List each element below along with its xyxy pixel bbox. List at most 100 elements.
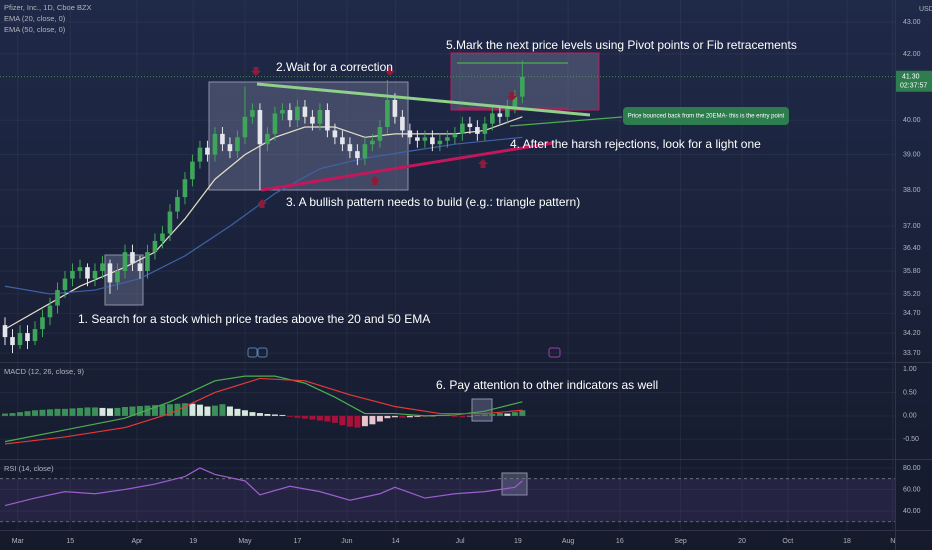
candle-body [220, 133, 225, 145]
candle-body [242, 116, 248, 138]
x-tick-label: Jun [341, 538, 352, 545]
histogram-bar [376, 415, 383, 422]
candle-body [10, 337, 15, 346]
x-tick-label: Oct [782, 538, 793, 545]
histogram-bar [286, 415, 293, 417]
pane-title: MACD (12, 26, close, 9) [4, 367, 85, 376]
histogram-bar [151, 405, 158, 416]
candle-body [265, 133, 270, 145]
histogram-bar [391, 415, 398, 418]
histogram-bar [91, 407, 98, 416]
candle-body [182, 179, 188, 198]
candle-body [370, 140, 375, 145]
candle-body [280, 110, 285, 114]
candle-body [377, 127, 383, 141]
y-tick-label: 35.80 [903, 268, 921, 275]
candle-body [167, 211, 173, 234]
histogram-bar [159, 404, 166, 416]
candle-body [152, 240, 158, 253]
candle-body [407, 130, 413, 138]
x-tick-label: May [238, 538, 252, 545]
histogram-bar [399, 415, 406, 418]
x-tick-label: 18 [843, 538, 851, 545]
histogram-bar [226, 406, 233, 416]
histogram-bar [2, 413, 9, 416]
callout-connector [509, 116, 623, 127]
countdown-label: 02:37:57 [900, 83, 927, 90]
arrow-icon [478, 159, 488, 168]
y-tick-label: -0.50 [903, 436, 919, 443]
indicator-badge [548, 347, 561, 358]
candle-body [467, 123, 473, 128]
histogram-bar [496, 413, 503, 416]
unit-label: USD [919, 6, 932, 13]
candle-body [287, 110, 293, 121]
histogram-bar [346, 415, 353, 427]
candle-body [490, 113, 495, 124]
x-tick-label: N [890, 538, 895, 545]
x-tick-label: 15 [66, 538, 74, 545]
candle-body [347, 144, 353, 152]
histogram-bar [39, 409, 46, 416]
histogram-bar [264, 414, 271, 416]
candle-body [115, 270, 120, 283]
y-tick-label: 40.00 [903, 117, 921, 124]
histogram-bar [76, 407, 83, 416]
histogram-bar [106, 408, 113, 416]
annotation: 2.Wait for a correction [276, 60, 393, 74]
x-tick-label: Sep [674, 538, 687, 545]
histogram-bar [196, 404, 203, 416]
last-price-box [896, 70, 932, 92]
histogram-bar [301, 415, 308, 419]
histogram-bar [324, 415, 331, 422]
indicator-badge [247, 347, 258, 358]
x-tick-label: Apr [132, 538, 144, 545]
x-tick-label: 14 [392, 538, 400, 545]
x-tick-label: 20 [738, 538, 746, 545]
candle-body [130, 252, 135, 264]
candle-body [392, 99, 398, 117]
histogram-bar [309, 415, 316, 420]
candle-body [332, 130, 338, 138]
histogram-bar [69, 408, 76, 416]
histogram-bar [474, 414, 481, 416]
indicator-line [4, 136, 523, 295]
histogram-bar [16, 412, 23, 416]
candle-body [62, 278, 68, 291]
arrow-icon [385, 67, 395, 76]
candle-body [482, 123, 488, 134]
trendline [256, 82, 591, 117]
indicator-line [4, 467, 523, 507]
y-tick-label: 0.50 [903, 389, 917, 396]
y-tick-label: 35.20 [903, 291, 921, 298]
histogram-bar [241, 410, 248, 416]
y-tick-label: 33.70 [903, 350, 921, 357]
candle-body [190, 161, 195, 180]
histogram-bar [114, 407, 121, 416]
annotation: 1. Search for a stock which price trades… [78, 312, 430, 326]
annotation: 3. A bullish pattern needs to build (e.g… [286, 195, 580, 209]
histogram-bar [331, 415, 338, 423]
candle-body [197, 147, 203, 162]
histogram-bar [249, 412, 256, 416]
y-tick-label: 39.00 [903, 151, 921, 158]
candle-body [85, 267, 90, 279]
histogram-bar [144, 405, 151, 416]
annotation: 6. Pay attention to other indicators as … [436, 378, 658, 392]
highlight-box [501, 472, 528, 496]
candle-body [250, 110, 255, 117]
x-tick-label: 19 [514, 538, 522, 545]
y-tick-label: 80.00 [903, 465, 921, 472]
y-tick-label: 37.00 [903, 223, 921, 230]
y-tick-label: 38.00 [903, 187, 921, 194]
x-tick-label: Aug [562, 538, 575, 545]
histogram-bar [61, 408, 68, 416]
candle-body [55, 290, 60, 306]
histogram-bar [361, 415, 368, 427]
candle-body [520, 76, 525, 97]
histogram-bar [9, 413, 16, 416]
indicator-line [4, 377, 523, 445]
histogram-bar [234, 408, 241, 416]
candle-body [310, 116, 315, 124]
annotation: 4. After the harsh rejections, look for … [510, 137, 761, 151]
